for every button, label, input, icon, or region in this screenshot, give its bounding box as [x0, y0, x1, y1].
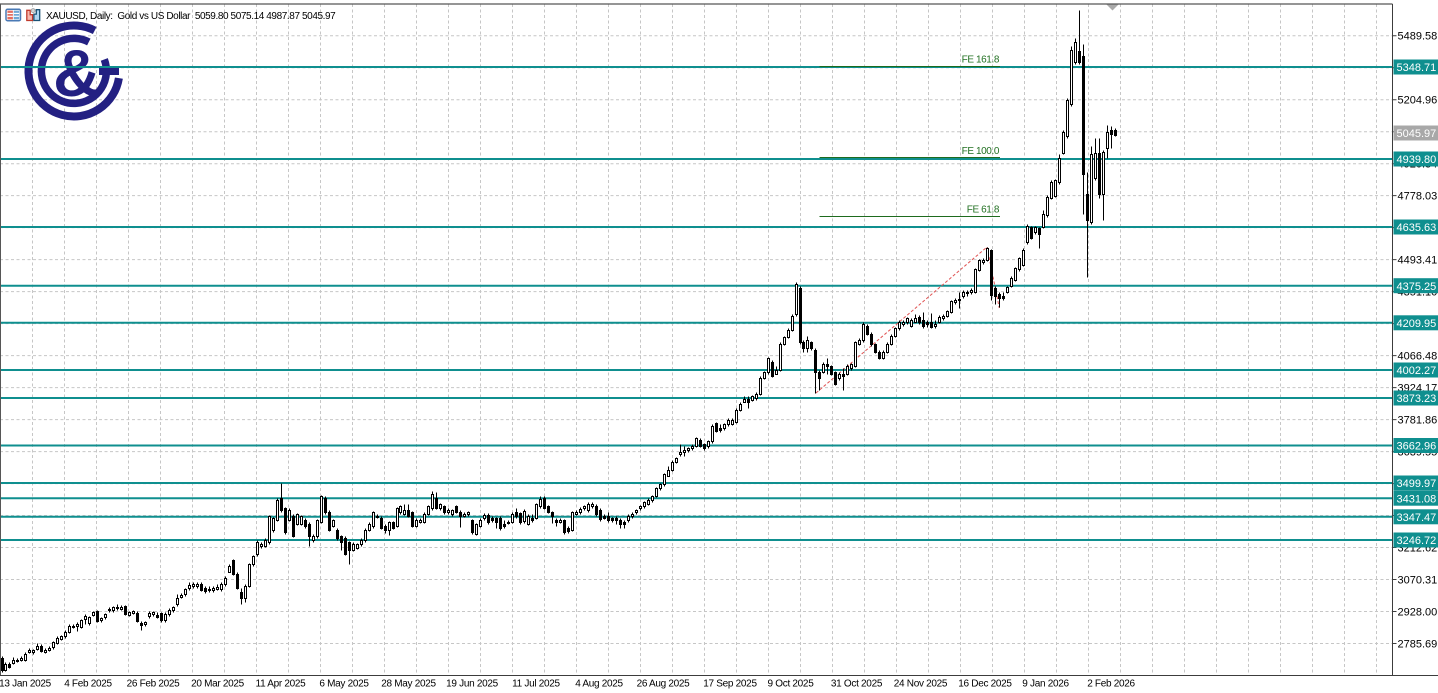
svg-text:3347.47: 3347.47 — [1397, 512, 1437, 524]
svg-text:13 Jan 2025: 13 Jan 2025 — [0, 679, 52, 690]
svg-text:3246.72: 3246.72 — [1397, 535, 1437, 547]
svg-text:FE 61.8: FE 61.8 — [967, 205, 1000, 216]
svg-text:4 Aug 2025: 4 Aug 2025 — [575, 679, 623, 690]
svg-text:XAUUSD, Daily: Gold vs US Dol: XAUUSD, Daily: Gold vs US Dollar 5059.80… — [46, 11, 336, 22]
svg-text:6 May 2025: 6 May 2025 — [319, 679, 369, 690]
svg-text:11 Apr 2025: 11 Apr 2025 — [256, 679, 307, 690]
svg-text:9 Oct 2025: 9 Oct 2025 — [768, 679, 815, 690]
svg-text:4002.27: 4002.27 — [1397, 365, 1437, 377]
svg-text:FE 100.0: FE 100.0 — [962, 146, 1000, 157]
svg-text:5489.58: 5489.58 — [1398, 31, 1438, 43]
svg-text:3499.97: 3499.97 — [1397, 478, 1437, 490]
svg-text:19 Jun 2025: 19 Jun 2025 — [446, 679, 498, 690]
svg-text:3070.31: 3070.31 — [1398, 575, 1438, 587]
svg-text:31 Oct 2025: 31 Oct 2025 — [831, 679, 883, 690]
svg-text:11 Jul 2025: 11 Jul 2025 — [512, 679, 560, 690]
svg-text:4939.80: 4939.80 — [1397, 154, 1437, 166]
svg-text:4778.03: 4778.03 — [1398, 191, 1438, 203]
svg-text:&: & — [53, 36, 101, 110]
svg-text:16 Dec 2025: 16 Dec 2025 — [958, 679, 1012, 690]
svg-text:26 Aug 2025: 26 Aug 2025 — [637, 679, 691, 690]
svg-text:28 May 2025: 28 May 2025 — [381, 679, 436, 690]
svg-text:FE 161.8: FE 161.8 — [962, 55, 1000, 66]
svg-text:2 Feb 2026: 2 Feb 2026 — [1087, 679, 1135, 690]
svg-text:9 Jan 2026: 9 Jan 2026 — [1022, 679, 1069, 690]
svg-text:4066.48: 4066.48 — [1398, 351, 1438, 363]
svg-text:5204.96: 5204.96 — [1398, 95, 1438, 107]
svg-text:5348.71: 5348.71 — [1397, 62, 1437, 74]
svg-text:3662.96: 3662.96 — [1397, 441, 1437, 453]
svg-text:20 Mar 2025: 20 Mar 2025 — [191, 679, 245, 690]
svg-text:4 Feb 2025: 4 Feb 2025 — [64, 679, 112, 690]
svg-text:24 Nov 2025: 24 Nov 2025 — [894, 679, 948, 690]
svg-text:2928.00: 2928.00 — [1398, 607, 1438, 619]
svg-text:17 Sep 2025: 17 Sep 2025 — [703, 679, 757, 690]
svg-text:4493.41: 4493.41 — [1398, 255, 1438, 267]
svg-text:4375.25: 4375.25 — [1397, 281, 1437, 293]
svg-text:26 Feb 2025: 26 Feb 2025 — [127, 679, 181, 690]
svg-text:5045.97: 5045.97 — [1397, 128, 1437, 140]
svg-text:4635.63: 4635.63 — [1397, 222, 1437, 234]
svg-text:3431.08: 3431.08 — [1397, 493, 1437, 505]
svg-text:3873.23: 3873.23 — [1397, 393, 1437, 405]
svg-text:4209.95: 4209.95 — [1397, 318, 1437, 330]
svg-text:2785.69: 2785.69 — [1398, 639, 1438, 651]
svg-text:3781.86: 3781.86 — [1398, 415, 1438, 427]
